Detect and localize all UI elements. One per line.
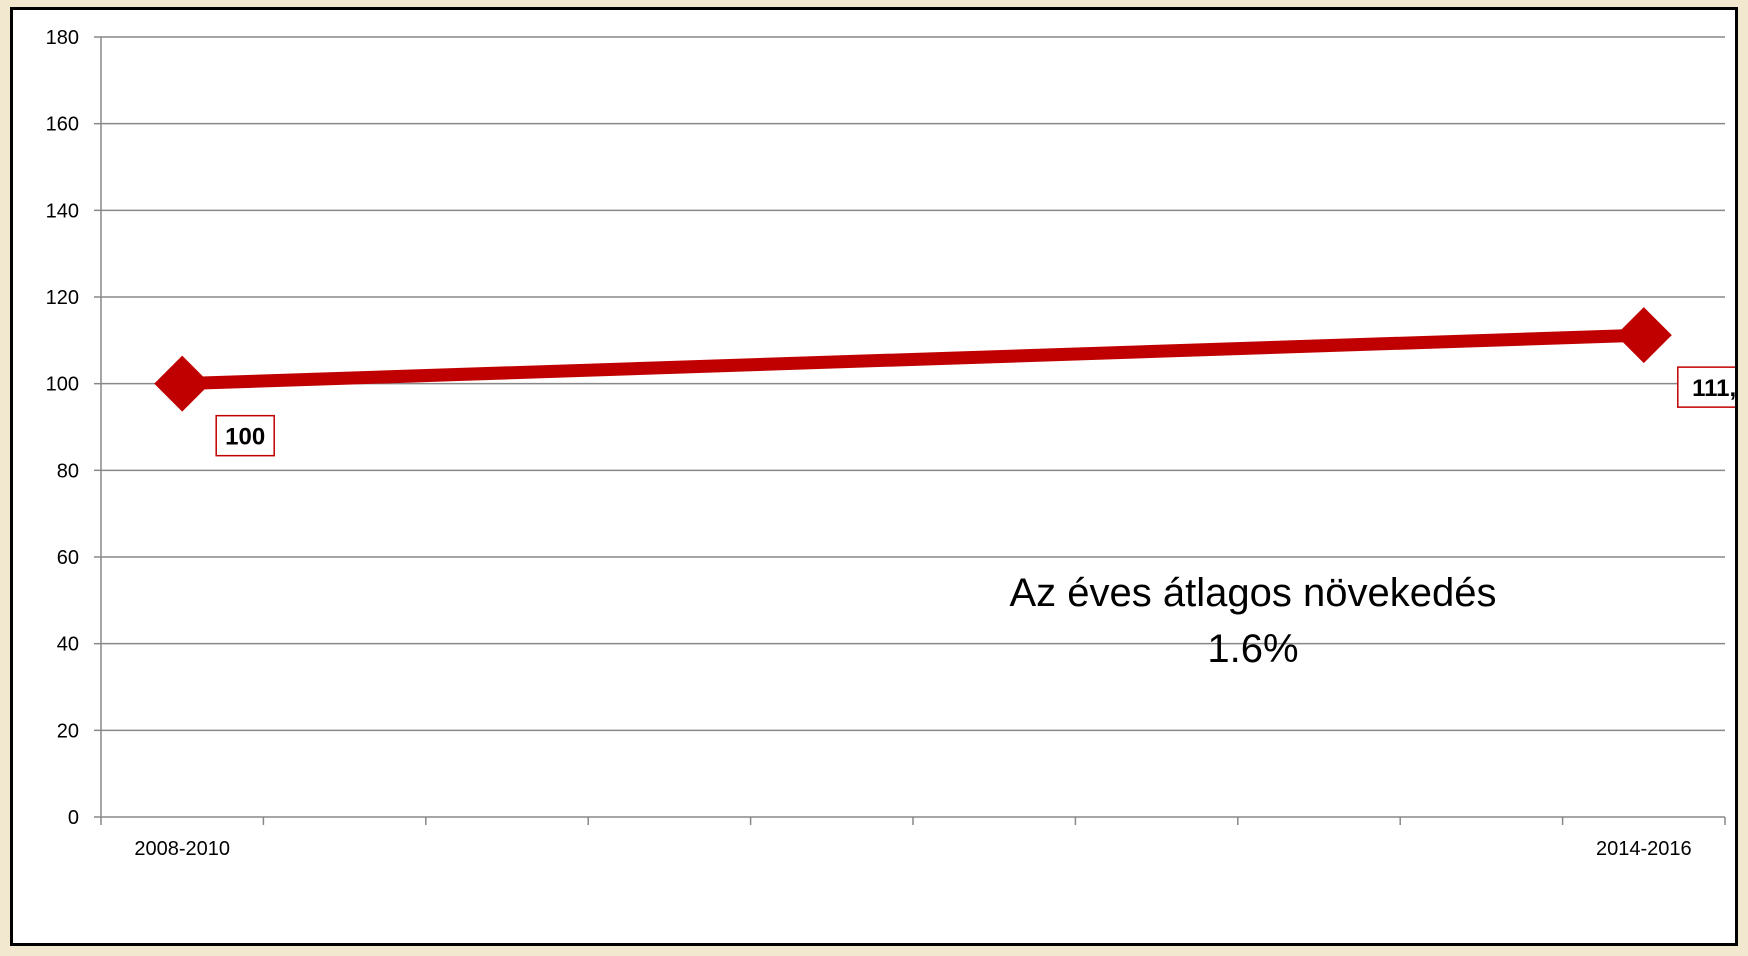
annotation-line-2: 1.6% xyxy=(1207,627,1298,671)
data-label-box-1 xyxy=(1677,366,1735,408)
data-label-1: 111,2 xyxy=(1677,366,1735,408)
data-label-text-0: 100 xyxy=(225,424,265,451)
series-line xyxy=(154,307,1672,412)
y-tick-label-60: 60 xyxy=(57,547,79,569)
data-label-0: 100 xyxy=(215,414,275,457)
data-label-text-1: 111,2 xyxy=(1692,375,1735,402)
y-tick-label-180: 180 xyxy=(46,27,79,49)
y-tick-label-160: 160 xyxy=(46,114,79,136)
y-tick-label-40: 40 xyxy=(57,634,79,656)
x-tick-label-2014-2016: 2014-2016 xyxy=(1596,838,1692,860)
chart-frame: 0 20 40 60 80 100 120 140 160 180 2008-2010 2014-2… xyxy=(10,7,1738,946)
y-tick-label-100: 100 xyxy=(46,374,79,396)
y-tick-label-80: 80 xyxy=(57,460,79,482)
x-tick-label-2008-2010: 2008-2010 xyxy=(134,838,230,860)
axes xyxy=(100,37,1725,818)
data-point-marker-1 xyxy=(1615,307,1672,364)
x-axis-ticks: 2008-2010 2014-2016 xyxy=(100,817,1726,860)
y-tick-label-20: 20 xyxy=(57,720,79,742)
line-chart: 0 20 40 60 80 100 120 140 160 180 2008-2010 2014-2… xyxy=(46,27,1735,860)
data-label-box-0 xyxy=(215,414,275,457)
y-tick-label-0: 0 xyxy=(68,807,79,829)
annotation-line-1: Az éves átlagos növekedés xyxy=(1010,571,1497,615)
data-point-marker-0 xyxy=(154,355,211,412)
y-axis-ticks: 0 20 40 60 80 100 120 140 160 180 xyxy=(46,27,101,829)
y-tick-label-120: 120 xyxy=(46,287,79,309)
y-tick-label-140: 140 xyxy=(46,200,79,222)
series-line-0 xyxy=(181,328,1645,391)
data-labels: 100 111,2 xyxy=(215,366,1735,457)
